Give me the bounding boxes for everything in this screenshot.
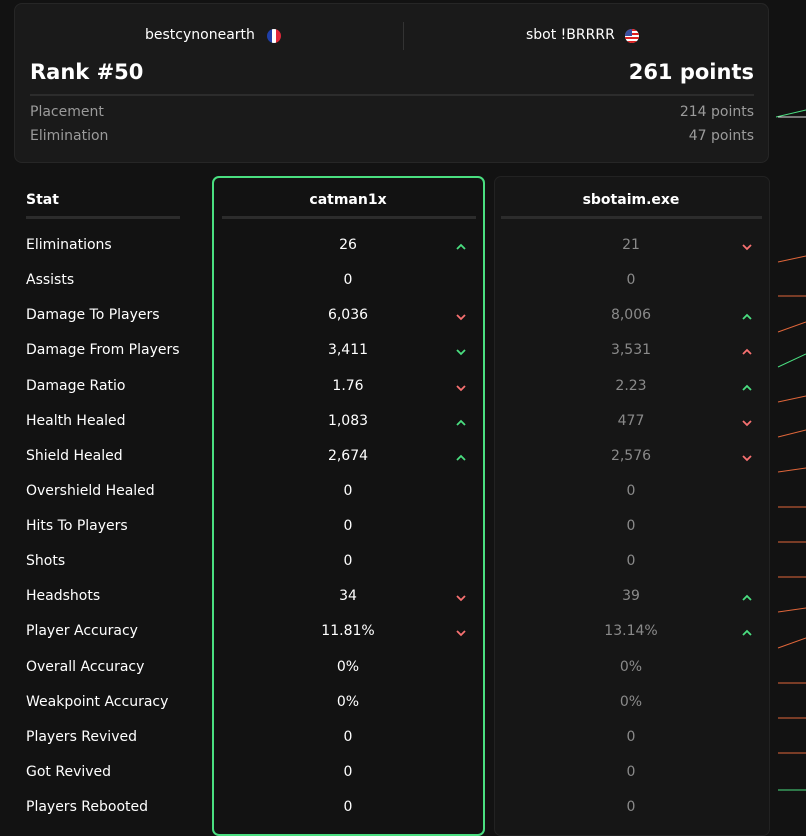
trend-arrow [456,243,466,250]
stat-value: 6,036 [327,307,369,324]
breakdown-label: Placement [30,104,104,120]
stat-value: 34 [339,588,357,605]
stat-value: 2,674 [327,447,369,464]
column-header: sbotaim.exe [582,192,680,208]
stat-value: 0 [343,482,353,499]
stat-value: 0 [626,799,636,816]
trend-arrow [456,419,466,426]
stat-value: 1,083 [327,412,369,429]
stat-value: 3,531 [610,342,652,359]
stat-value: 0 [626,272,636,289]
stat-value: 11.81% [321,623,375,640]
stat-value: 0 [626,763,636,780]
summary-card [14,3,769,163]
stat-label: Shield Healed [26,447,123,464]
stat-label: Overshield Healed [26,482,155,499]
stat-value: 0% [619,658,643,675]
player-name: sbot !BRRRR [526,27,615,43]
stat-label: Damage To Players [26,307,160,324]
stat-value: 0 [343,763,353,780]
trend-arrow [456,595,466,602]
trend-arrow [742,384,752,391]
column-header: catman1x [309,192,387,208]
stat-label: Damage Ratio [26,377,126,394]
stat-value: 477 [617,412,645,429]
stat-label: Eliminations [26,237,112,253]
stat-label: Got Revived [26,763,112,780]
trend-arrow [742,313,752,320]
separator [30,94,754,96]
stat-label: Weakpoint Accuracy [26,693,169,710]
divider [403,22,404,50]
stat-value: 26 [339,237,357,253]
flag-us [625,29,639,43]
trend-arrow [742,420,752,426]
stat-label: Headshots [26,588,101,605]
stat-value: 0 [343,272,353,289]
breakdown-points: 214 points [679,104,754,120]
stat-value: 0% [336,693,360,710]
stat-value: 0% [336,658,360,675]
trend-arrow [456,454,466,461]
stat-value: 0 [626,728,636,745]
flag-fr [267,29,281,43]
total-points: 261 points [628,60,754,84]
stat-value: 0 [626,553,636,570]
column-header: Stat [26,192,59,208]
stat-value: 0 [343,799,353,816]
stat-value: 2,576 [610,447,652,464]
trend-arrow [742,595,752,601]
stat-value: 0 [343,728,353,745]
stat-value: 3,411 [327,342,369,359]
stat-label: Damage From Players [26,342,180,359]
stat-value: 0 [343,553,353,570]
stat-value: 13.14% [604,623,658,640]
stat-label: Hits To Players [26,518,128,535]
trend-arrow [456,349,466,356]
background-chart [776,109,806,791]
stat-value: 0% [619,693,643,710]
trend-arrow [456,384,466,391]
stat-label: Player Accuracy [26,623,138,640]
stat-value: 8,006 [610,307,652,324]
stat-value: 0 [343,518,353,535]
player-name: bestcynonearth [145,27,255,43]
stat-value: 0 [626,518,636,535]
underline [501,216,762,219]
stat-label: Health Healed [26,412,126,429]
player-column [494,176,770,836]
trend-arrow [456,630,466,637]
stat-label: Players Revived [26,728,137,745]
stat-value: 39 [622,588,640,605]
stat-value: 2.23 [615,377,647,394]
rank: Rank #50 [30,60,144,84]
stat-value: 0 [626,482,636,499]
trend-arrow [456,314,466,321]
underline [26,216,180,219]
stat-label: Overall Accuracy [26,658,145,675]
trend-arrow [742,455,752,462]
stat-label: Players Rebooted [26,799,149,816]
trend-arrow [742,630,752,637]
trend-arrow [742,349,752,356]
stat-label: Assists [26,272,75,289]
breakdown-points: 47 points [688,128,754,144]
stat-value: 1.76 [332,377,364,394]
stat-value: 21 [622,237,640,253]
underline [222,216,476,219]
breakdown-label: Elimination [30,128,109,144]
stat-label: Shots [26,553,66,570]
trend-arrow [742,244,752,251]
